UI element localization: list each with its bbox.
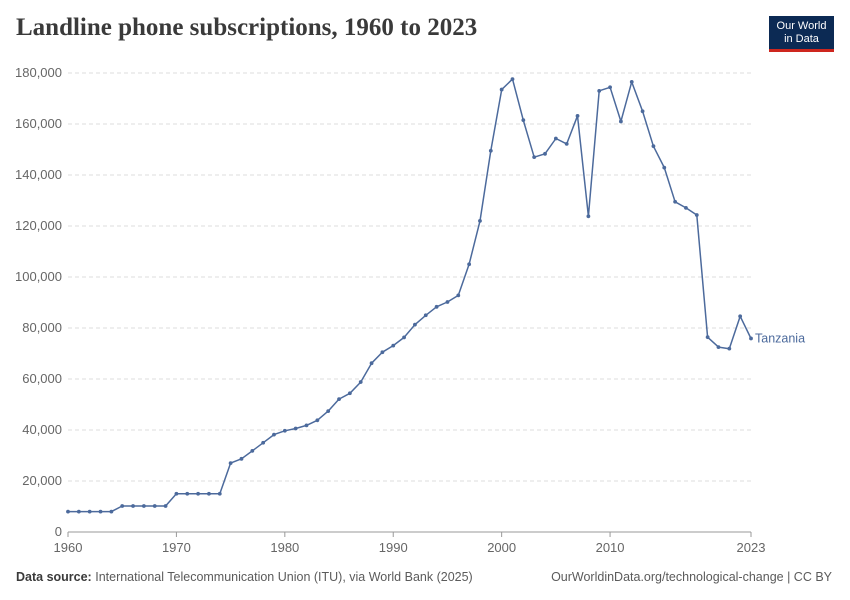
data-point xyxy=(98,509,103,514)
data-point xyxy=(196,491,200,496)
data-point xyxy=(467,262,472,267)
y-tick-label: 140,000 xyxy=(15,167,62,182)
data-point xyxy=(326,409,331,414)
data-point xyxy=(250,449,255,453)
data-point xyxy=(651,144,656,149)
data-point xyxy=(369,361,374,366)
y-tick-label: 0 xyxy=(55,524,62,539)
data-point xyxy=(315,418,320,423)
data-point xyxy=(705,335,710,340)
x-axis: 1960 1970 1980 1990 2000 2010 2023 xyxy=(54,531,766,555)
data-point xyxy=(163,504,168,508)
data-point xyxy=(553,136,558,141)
y-tick-label: 180,000 xyxy=(15,65,62,80)
data-point xyxy=(499,87,504,92)
data-point xyxy=(640,109,645,114)
y-axis-tick-labels: 0 20,000 40,000 60,000 80,000 100,000 120,000 1… xyxy=(15,65,62,539)
data-point xyxy=(391,343,396,348)
x-tick-label: 1980 xyxy=(270,540,299,555)
source-label: Data source: xyxy=(16,570,92,584)
x-tick-label: 2023 xyxy=(737,540,766,555)
data-point xyxy=(358,380,363,384)
data-point xyxy=(738,314,743,319)
data-point xyxy=(272,432,276,437)
data-point xyxy=(293,426,298,431)
data-point xyxy=(532,155,537,160)
x-tick-label: 1960 xyxy=(54,540,83,555)
source-text: International Telecommunication Union (I… xyxy=(95,570,473,584)
data-point xyxy=(619,119,623,124)
data-point xyxy=(575,113,580,118)
data-point xyxy=(141,504,146,508)
data-point xyxy=(456,293,461,298)
data-point xyxy=(413,322,417,327)
gridlines xyxy=(68,72,751,482)
data-point xyxy=(152,504,157,508)
data-point xyxy=(120,504,125,508)
data-point xyxy=(727,346,732,351)
data-point xyxy=(445,300,450,304)
y-tick-label: 20,000 xyxy=(22,473,62,488)
y-tick-label: 80,000 xyxy=(22,320,62,335)
data-point xyxy=(434,304,439,309)
data-point xyxy=(380,350,385,355)
logo-line-1: Our World xyxy=(776,20,827,32)
logo-line-2: in Data xyxy=(784,33,819,45)
x-tick-label: 2000 xyxy=(487,540,516,555)
y-tick-label: 120,000 xyxy=(15,218,62,233)
data-point xyxy=(239,456,244,461)
series-line xyxy=(68,78,752,513)
data-point xyxy=(185,491,190,496)
data-point xyxy=(749,336,753,341)
data-point xyxy=(87,509,92,514)
y-tick-label: 160,000 xyxy=(15,116,62,131)
footer-source: Data source: International Telecommunica… xyxy=(16,570,473,584)
data-point xyxy=(66,509,70,514)
footer-link[interactable]: OurWorldinData.org/technological-change … xyxy=(551,570,832,584)
data-point xyxy=(662,165,667,170)
data-point xyxy=(673,199,678,204)
x-tick-label: 1970 xyxy=(162,540,191,555)
data-point xyxy=(564,141,569,146)
owid-logo[interactable]: Our World in Data xyxy=(769,16,834,52)
data-point xyxy=(716,345,721,350)
data-point xyxy=(217,491,222,496)
data-point xyxy=(347,391,352,396)
series-tanzania[interactable]: Tanzania xyxy=(66,77,805,514)
y-tick-label: 60,000 xyxy=(22,371,62,386)
data-point xyxy=(228,461,233,466)
data-point xyxy=(261,440,266,445)
series-label: Tanzania xyxy=(755,331,805,345)
data-point xyxy=(488,148,493,153)
data-point xyxy=(510,77,515,82)
y-tick-label: 40,000 xyxy=(22,422,62,437)
data-point xyxy=(629,80,634,84)
data-point xyxy=(586,214,591,219)
data-point xyxy=(694,213,699,217)
x-tick-label: 2010 xyxy=(596,540,625,555)
data-point xyxy=(282,428,287,433)
data-point xyxy=(543,151,547,156)
data-point xyxy=(423,313,428,318)
x-tick-label: 1990 xyxy=(379,540,408,555)
data-point xyxy=(131,504,135,508)
data-point xyxy=(304,423,309,428)
data-point xyxy=(684,205,688,210)
chart-title: Landline phone subscriptions, 1960 to 20… xyxy=(16,14,478,41)
data-point xyxy=(337,397,341,402)
data-point xyxy=(478,219,482,223)
data-point xyxy=(109,509,114,514)
data-point xyxy=(402,335,406,340)
y-tick-label: 100,000 xyxy=(15,269,62,284)
data-point xyxy=(521,118,526,123)
data-point xyxy=(597,88,602,93)
data-point xyxy=(174,491,179,496)
data-point xyxy=(207,491,211,496)
data-point xyxy=(608,85,612,90)
data-point xyxy=(76,509,81,514)
